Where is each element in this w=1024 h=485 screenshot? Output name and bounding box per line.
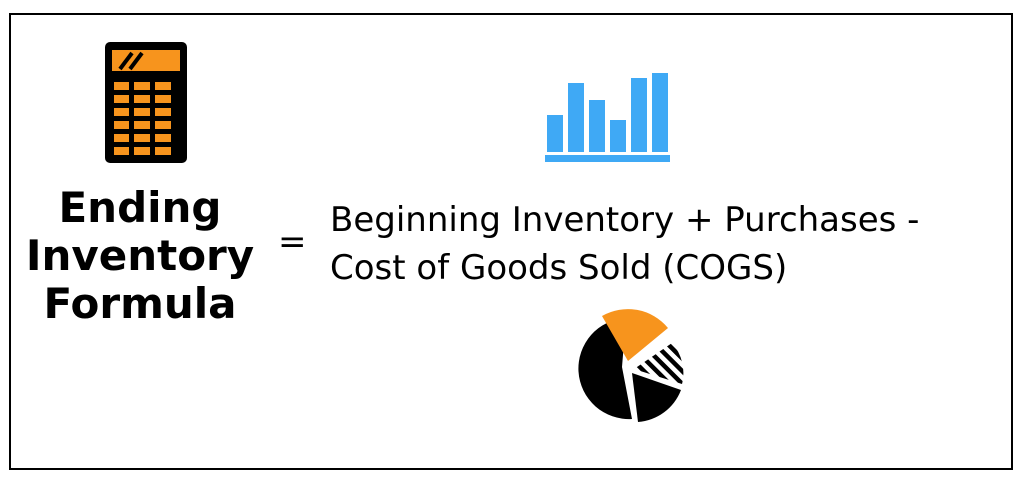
bar-chart-icon-baseline bbox=[545, 155, 670, 162]
title-line-2: Inventory bbox=[25, 231, 255, 280]
pie-chart-icon bbox=[578, 309, 684, 422]
title-line-1: Ending bbox=[58, 183, 222, 232]
pie-slice-hatched bbox=[634, 343, 684, 384]
formula-text: Beginning Inventory + Purchases - Cost o… bbox=[330, 196, 1010, 292]
bar-chart-icon-bar-4 bbox=[610, 120, 626, 152]
equals-sign: = bbox=[278, 222, 307, 262]
bar-chart-icon-bar-6 bbox=[652, 73, 668, 152]
formula-line-2: Cost of Goods Sold (COGS) bbox=[330, 248, 788, 288]
bar-chart-icon-bar-1 bbox=[547, 115, 563, 152]
bar-chart-icon-bar-2 bbox=[568, 83, 584, 152]
bar-chart-icon-bar-3 bbox=[589, 100, 605, 152]
formula-line-1: Beginning Inventory + Purchases - bbox=[330, 200, 920, 240]
pie-slice-small bbox=[632, 373, 681, 422]
bar-chart-icon-bar-5 bbox=[631, 78, 647, 152]
calculator-icon bbox=[105, 42, 187, 163]
title-line-3: Formula bbox=[43, 279, 237, 328]
page-title: Ending Inventory Formula bbox=[20, 184, 260, 328]
pie-slice-orange bbox=[602, 309, 668, 361]
bar-chart-icon bbox=[545, 73, 670, 162]
